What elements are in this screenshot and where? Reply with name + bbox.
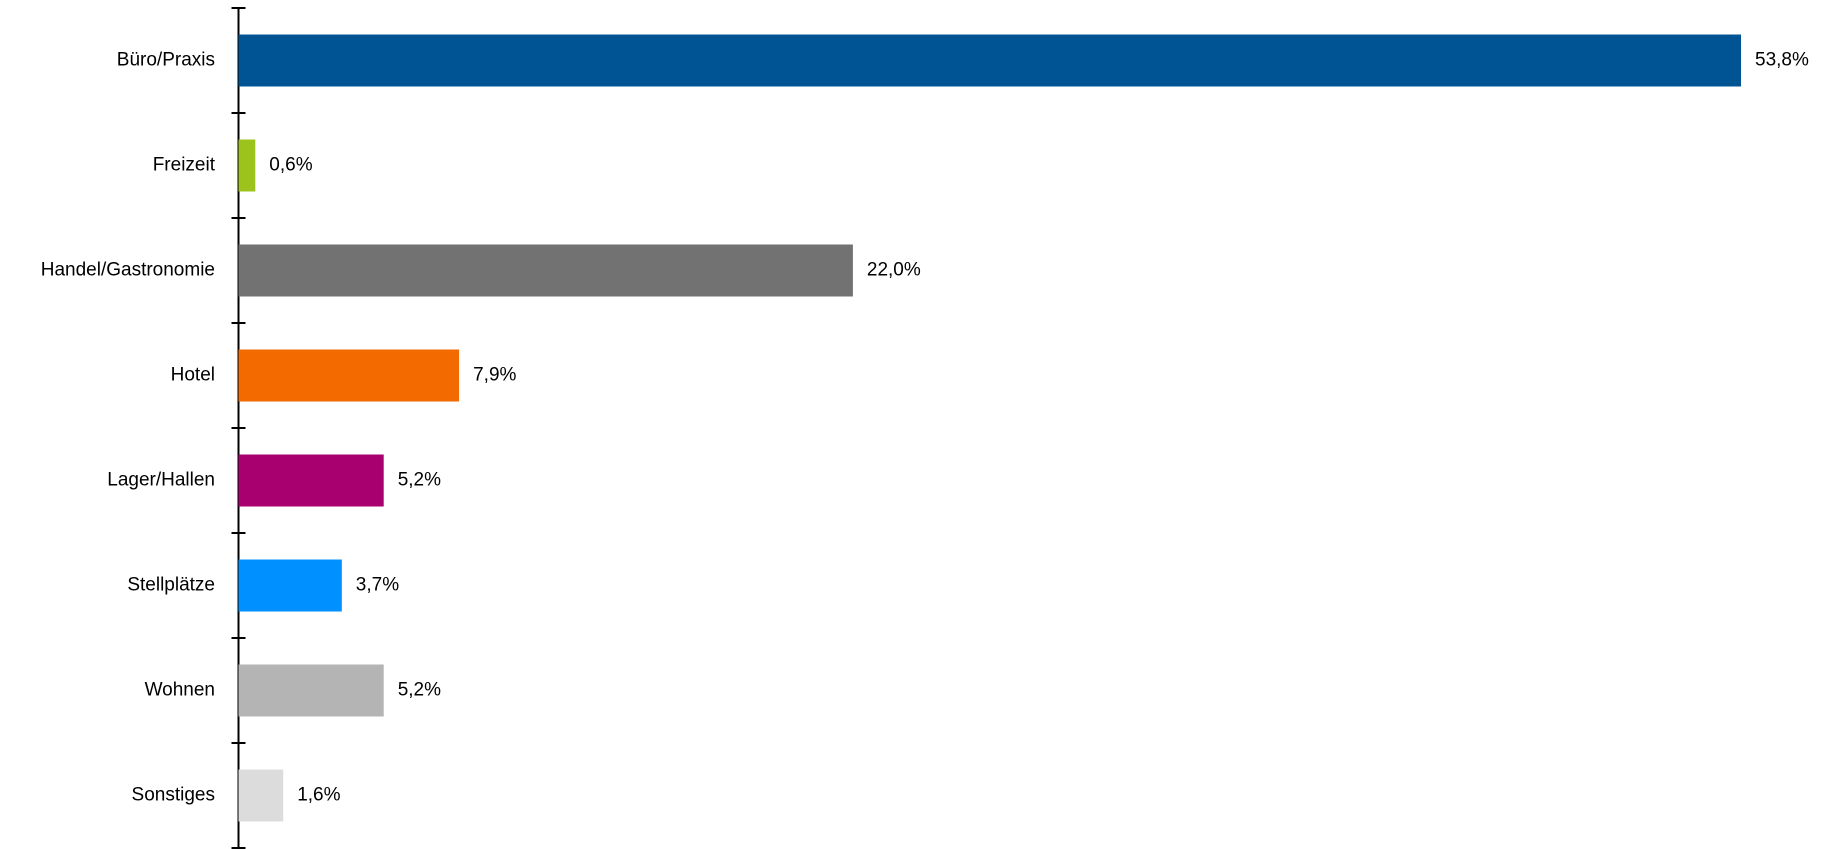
data-label-7: 1,6% xyxy=(297,785,340,806)
labels: 53,8% Büro/Praxis 0,6% Freizeit 22,0% Handel/… xyxy=(41,50,1809,806)
bar-0 xyxy=(238,34,1741,87)
category-label-7: Sonstiges xyxy=(132,785,215,806)
data-label-3: 7,9% xyxy=(473,365,516,386)
bar-6 xyxy=(238,664,384,717)
category-label-5: Stellplätze xyxy=(127,575,215,596)
bars xyxy=(238,34,1741,822)
category-axis xyxy=(231,7,246,849)
bar-7 xyxy=(238,769,284,822)
category-label-3: Hotel xyxy=(171,365,215,386)
category-label-4: Lager/Hallen xyxy=(107,470,215,491)
category-label-2: Handel/Gastronomie xyxy=(41,260,215,281)
data-label-5: 3,7% xyxy=(356,575,399,596)
data-label-1: 0,6% xyxy=(269,155,312,176)
data-label-4: 5,2% xyxy=(398,470,441,491)
data-label-6: 5,2% xyxy=(398,680,441,701)
bar-4 xyxy=(238,454,384,507)
category-label-1: Freizeit xyxy=(153,155,216,176)
data-label-2: 22,0% xyxy=(867,260,921,281)
bar-5 xyxy=(238,559,342,612)
bar-2 xyxy=(238,244,853,297)
data-label-0: 53,8% xyxy=(1755,50,1809,71)
bar-1 xyxy=(238,139,256,192)
category-label-0: Büro/Praxis xyxy=(117,50,215,71)
bar-3 xyxy=(238,349,460,402)
category-label-6: Wohnen xyxy=(145,680,215,701)
